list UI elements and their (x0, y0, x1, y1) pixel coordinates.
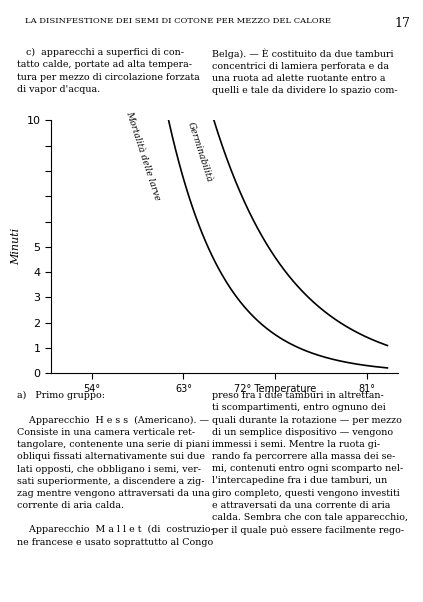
Text: Belga). — È costituito da due tamburi
concentrici di lamiera perforata e da
una : Belga). — È costituito da due tamburi co… (212, 48, 397, 95)
Text: a)   Primo gruppo:

    Apparecchio  H e s s  (Americano). —
Consiste in una cam: a) Primo gruppo: Apparecchio H e s s (Am… (16, 391, 214, 547)
Text: c)  apparecchi a superfici di con-
tatto calde, portate ad alta tempera-
tura pe: c) apparecchi a superfici di con- tatto … (16, 48, 199, 94)
Text: preso fra i due tamburi in altrettan-
ti scompartimenti, entro ognuno dei
quali : preso fra i due tamburi in altrettan- ti… (212, 391, 407, 535)
Text: Mortalità delle larve: Mortalità delle larve (124, 110, 162, 201)
Text: 17: 17 (394, 17, 410, 30)
Y-axis label: Minuti: Minuti (11, 228, 21, 265)
Text: Germinabilità: Germinabilità (185, 121, 213, 184)
Text: LA DISINFESTIONE DEI SEMI DI COTONE PER MEZZO DEL CALORE: LA DISINFESTIONE DEI SEMI DI COTONE PER … (25, 17, 331, 25)
